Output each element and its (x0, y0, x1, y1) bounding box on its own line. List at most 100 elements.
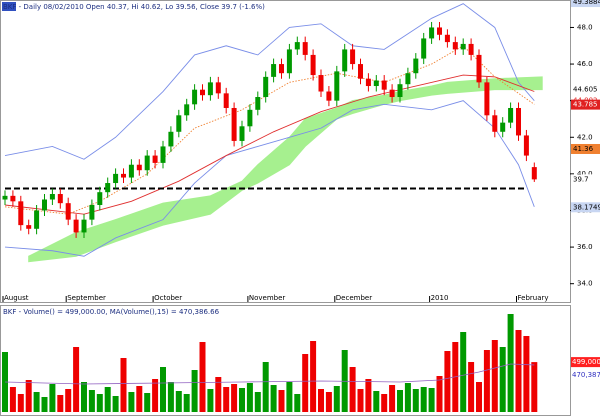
volume-bar (531, 362, 538, 412)
candle-body (492, 115, 498, 132)
candle-body (65, 203, 71, 220)
volume-bar (120, 358, 127, 412)
candle-body (460, 43, 466, 50)
price-tag-label: 43.785 (573, 101, 598, 109)
y-tick-label: 42.0 (577, 133, 593, 141)
price-tag-label: 38.1749 (573, 203, 600, 211)
candle-body (152, 155, 158, 163)
volume-bar (57, 395, 64, 412)
volume-bar (349, 367, 356, 412)
candle-body (160, 146, 166, 163)
volume-title: BKF - Volume() = 499,000.00, MA(Volume()… (3, 308, 220, 316)
candle-body (523, 135, 529, 156)
volume-bar (223, 387, 230, 412)
candle-body (136, 164, 142, 171)
volume-bar (468, 362, 475, 412)
volume-bar (41, 397, 48, 412)
volume-bar (460, 332, 467, 412)
volume-tag-label: 470,387 (572, 371, 600, 379)
ichimoku-cloud (28, 76, 543, 263)
indicator-line (4, 100, 535, 257)
volume-bar (81, 382, 87, 412)
volume-bar (246, 383, 253, 412)
x-tick-label: February (518, 294, 549, 302)
volume-bar (444, 351, 451, 412)
candle-body (113, 173, 119, 184)
candle-body (239, 126, 245, 141)
volume-bar (507, 314, 514, 412)
volume-bar (302, 354, 309, 412)
candle-body (381, 80, 387, 90)
volume-bar (128, 392, 135, 412)
candle-body (326, 91, 332, 101)
volume-bar (333, 386, 340, 412)
volume-bar (112, 396, 119, 412)
price-tag-label: 49.3884 (573, 0, 600, 6)
candle-body (468, 43, 474, 55)
candle-body (516, 107, 521, 136)
candle-body (421, 38, 427, 59)
candle-body (57, 194, 63, 204)
volume-bar (231, 384, 238, 412)
candle-body (342, 49, 348, 72)
volume-bar (483, 350, 490, 412)
candle-body (286, 49, 292, 74)
volume-bar (160, 367, 166, 412)
candle-body (302, 42, 308, 55)
volume-bar (9, 387, 16, 412)
volume-bar (183, 394, 190, 412)
symbol-box (2, 2, 16, 11)
candle-body (231, 107, 237, 141)
volume-bar (523, 336, 530, 412)
volume-bar (491, 340, 498, 412)
y-tick-label: 36.0 (577, 243, 593, 251)
volume-bar (136, 386, 143, 412)
candle-body (334, 71, 340, 101)
price-tag (571, 202, 600, 213)
indicator-line (4, 74, 535, 215)
candle-body (531, 167, 537, 180)
candle-body (294, 42, 300, 50)
candle-body (318, 75, 324, 92)
candle-body (2, 195, 8, 200)
volume-bar (499, 347, 506, 412)
candle-body (105, 183, 111, 193)
x-tick-label: September (67, 294, 106, 302)
volume-bar (294, 394, 301, 412)
volume-tag (571, 369, 600, 380)
price-tag (571, 174, 600, 185)
candle-body (89, 204, 95, 220)
volume-bar (199, 342, 206, 412)
volume-tag-label: 499,000 (572, 358, 600, 366)
volume-bar (428, 388, 435, 412)
volume-bar (175, 391, 182, 412)
candle-body (271, 64, 277, 77)
volume-bar (262, 362, 269, 412)
y-tick-label: 40.0 (577, 170, 593, 178)
volume-bar (152, 379, 159, 412)
volume-bar (515, 330, 522, 412)
candle-body (215, 82, 221, 94)
y-tick-label: 46.0 (577, 60, 593, 68)
volume-bar (88, 390, 95, 412)
volume-bar (215, 377, 222, 412)
volume-ma-line (4, 363, 535, 385)
volume-bar (73, 347, 80, 412)
candle-body (184, 104, 190, 116)
volume-bar (404, 383, 411, 412)
candle-body (484, 82, 490, 116)
candle-body (49, 194, 55, 200)
candle-body (500, 122, 506, 132)
candle-body (42, 199, 47, 211)
candle-body (397, 84, 403, 98)
volume-bar (270, 385, 277, 412)
volume-bar (325, 392, 332, 412)
price-tag-label: 39.7 (573, 175, 589, 183)
volume-bar (191, 370, 198, 412)
candle-body (255, 97, 261, 110)
candle-body (310, 54, 316, 76)
x-tick-label: 2010 (431, 294, 449, 302)
volume-frame (0, 305, 571, 416)
candle-body (413, 58, 419, 74)
